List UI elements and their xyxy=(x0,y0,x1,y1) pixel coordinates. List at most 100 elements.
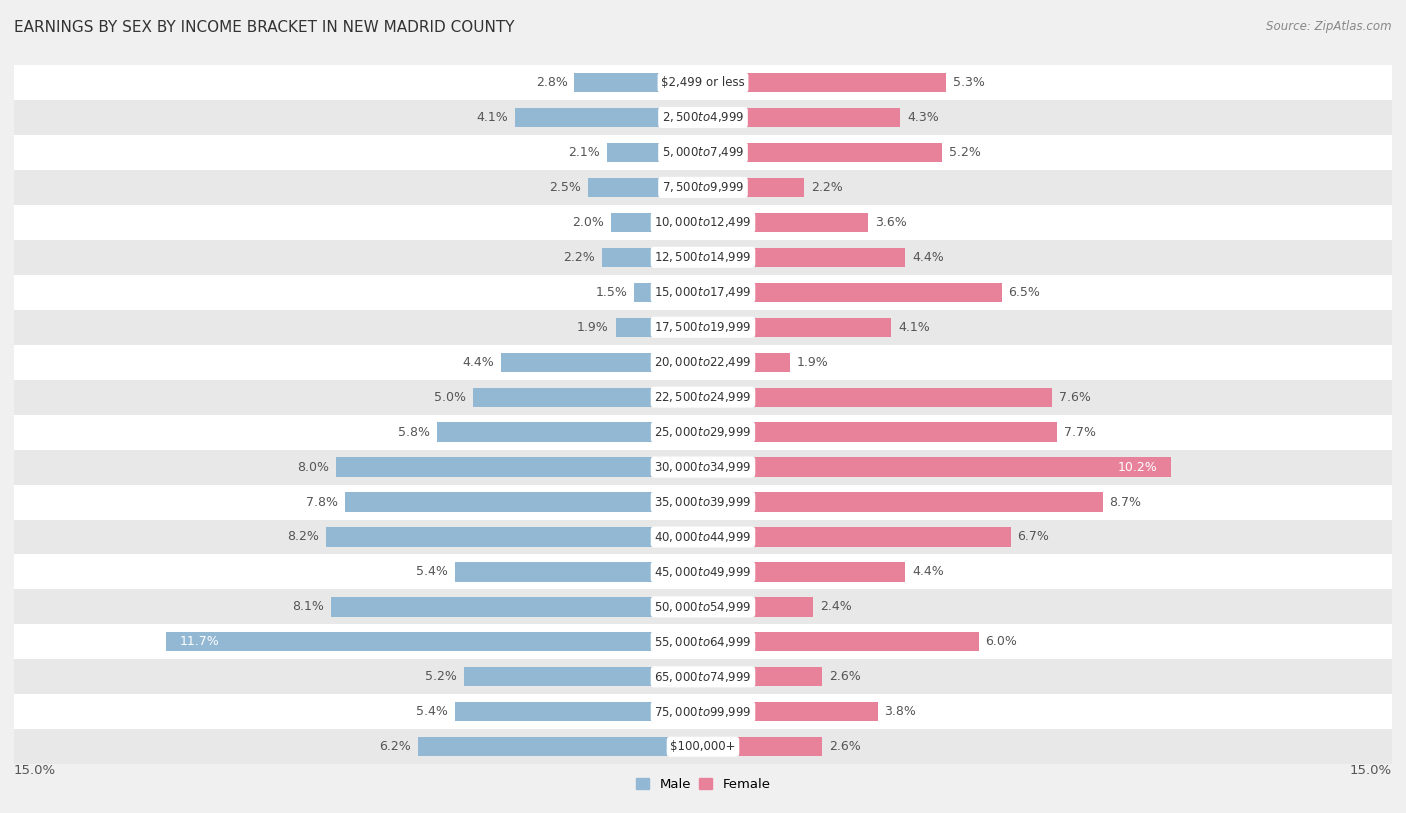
Text: 6.7%: 6.7% xyxy=(1018,531,1049,543)
Text: 4.1%: 4.1% xyxy=(898,321,929,333)
Bar xyxy=(437,423,703,441)
Bar xyxy=(703,143,942,162)
Text: $20,000 to $22,499: $20,000 to $22,499 xyxy=(654,355,752,369)
Text: 2.2%: 2.2% xyxy=(811,181,842,193)
Text: 6.2%: 6.2% xyxy=(380,741,412,753)
Bar xyxy=(14,275,1392,310)
Legend: Male, Female: Male, Female xyxy=(630,772,776,796)
Bar xyxy=(703,737,823,756)
Bar xyxy=(14,310,1392,345)
Text: 2.2%: 2.2% xyxy=(564,251,595,263)
Text: 15.0%: 15.0% xyxy=(14,764,56,777)
Bar xyxy=(588,178,703,197)
Text: $30,000 to $34,999: $30,000 to $34,999 xyxy=(654,460,752,474)
Text: $45,000 to $49,999: $45,000 to $49,999 xyxy=(654,565,752,579)
Text: $65,000 to $74,999: $65,000 to $74,999 xyxy=(654,670,752,684)
Text: $15,000 to $17,499: $15,000 to $17,499 xyxy=(654,285,752,299)
Bar xyxy=(703,283,1001,302)
Text: 4.4%: 4.4% xyxy=(912,251,943,263)
Text: $50,000 to $54,999: $50,000 to $54,999 xyxy=(654,600,752,614)
Bar xyxy=(14,345,1392,380)
Text: 3.6%: 3.6% xyxy=(875,216,907,228)
Text: 1.5%: 1.5% xyxy=(595,286,627,298)
Text: $22,500 to $24,999: $22,500 to $24,999 xyxy=(654,390,752,404)
Bar xyxy=(703,667,823,686)
Text: 8.0%: 8.0% xyxy=(297,461,329,473)
Text: 5.4%: 5.4% xyxy=(416,706,449,718)
Text: 2.5%: 2.5% xyxy=(550,181,581,193)
Text: 2.0%: 2.0% xyxy=(572,216,605,228)
Bar xyxy=(14,380,1392,415)
Bar xyxy=(14,624,1392,659)
Text: 5.2%: 5.2% xyxy=(949,146,980,159)
Text: 2.1%: 2.1% xyxy=(568,146,599,159)
Bar xyxy=(703,108,900,127)
Bar xyxy=(14,694,1392,729)
Text: $55,000 to $64,999: $55,000 to $64,999 xyxy=(654,635,752,649)
Bar xyxy=(14,415,1392,450)
Bar xyxy=(703,73,946,92)
Text: $12,500 to $14,999: $12,500 to $14,999 xyxy=(654,250,752,264)
Text: 4.4%: 4.4% xyxy=(463,356,494,368)
Bar xyxy=(703,458,1171,476)
Text: $10,000 to $12,499: $10,000 to $12,499 xyxy=(654,215,752,229)
Bar xyxy=(456,563,703,581)
Bar xyxy=(14,659,1392,694)
Bar xyxy=(14,554,1392,589)
Bar xyxy=(703,493,1102,511)
Bar xyxy=(703,318,891,337)
Text: 8.2%: 8.2% xyxy=(288,531,319,543)
Text: $25,000 to $29,999: $25,000 to $29,999 xyxy=(654,425,752,439)
Text: $2,500 to $4,999: $2,500 to $4,999 xyxy=(662,111,744,124)
Text: Source: ZipAtlas.com: Source: ZipAtlas.com xyxy=(1267,20,1392,33)
Bar xyxy=(14,100,1392,135)
Bar xyxy=(515,108,703,127)
Text: 11.7%: 11.7% xyxy=(180,636,219,648)
Bar xyxy=(612,213,703,232)
Text: 4.4%: 4.4% xyxy=(912,566,943,578)
Text: $7,500 to $9,999: $7,500 to $9,999 xyxy=(662,180,744,194)
Text: $35,000 to $39,999: $35,000 to $39,999 xyxy=(654,495,752,509)
Bar xyxy=(703,178,804,197)
Bar xyxy=(703,563,905,581)
Text: 6.5%: 6.5% xyxy=(1008,286,1040,298)
Text: 3.8%: 3.8% xyxy=(884,706,917,718)
Bar xyxy=(575,73,703,92)
Bar xyxy=(634,283,703,302)
Bar xyxy=(456,702,703,721)
Text: 7.8%: 7.8% xyxy=(307,496,337,508)
Bar xyxy=(474,388,703,406)
Bar xyxy=(14,589,1392,624)
Text: $100,000+: $100,000+ xyxy=(671,741,735,753)
Text: 2.4%: 2.4% xyxy=(820,601,852,613)
Text: 2.8%: 2.8% xyxy=(536,76,568,89)
Text: 1.9%: 1.9% xyxy=(576,321,609,333)
Bar xyxy=(703,353,790,372)
Text: 7.7%: 7.7% xyxy=(1063,426,1095,438)
Bar xyxy=(14,65,1392,100)
Text: $17,500 to $19,999: $17,500 to $19,999 xyxy=(654,320,752,334)
Text: EARNINGS BY SEX BY INCOME BRACKET IN NEW MADRID COUNTY: EARNINGS BY SEX BY INCOME BRACKET IN NEW… xyxy=(14,20,515,35)
Bar xyxy=(703,528,1011,546)
Text: 7.6%: 7.6% xyxy=(1059,391,1091,403)
Text: 15.0%: 15.0% xyxy=(1350,764,1392,777)
Text: 10.2%: 10.2% xyxy=(1118,461,1157,473)
Bar xyxy=(606,143,703,162)
Text: 5.3%: 5.3% xyxy=(953,76,986,89)
Text: 5.2%: 5.2% xyxy=(426,671,457,683)
Text: $40,000 to $44,999: $40,000 to $44,999 xyxy=(654,530,752,544)
Text: 2.6%: 2.6% xyxy=(830,741,860,753)
Bar xyxy=(330,598,703,616)
Bar xyxy=(501,353,703,372)
Bar xyxy=(14,450,1392,485)
Bar xyxy=(703,598,813,616)
Text: 5.4%: 5.4% xyxy=(416,566,449,578)
Bar xyxy=(703,248,905,267)
Bar xyxy=(14,170,1392,205)
Bar xyxy=(703,213,869,232)
Text: $75,000 to $99,999: $75,000 to $99,999 xyxy=(654,705,752,719)
Bar xyxy=(616,318,703,337)
Bar xyxy=(602,248,703,267)
Bar xyxy=(14,240,1392,275)
Text: 1.9%: 1.9% xyxy=(797,356,830,368)
